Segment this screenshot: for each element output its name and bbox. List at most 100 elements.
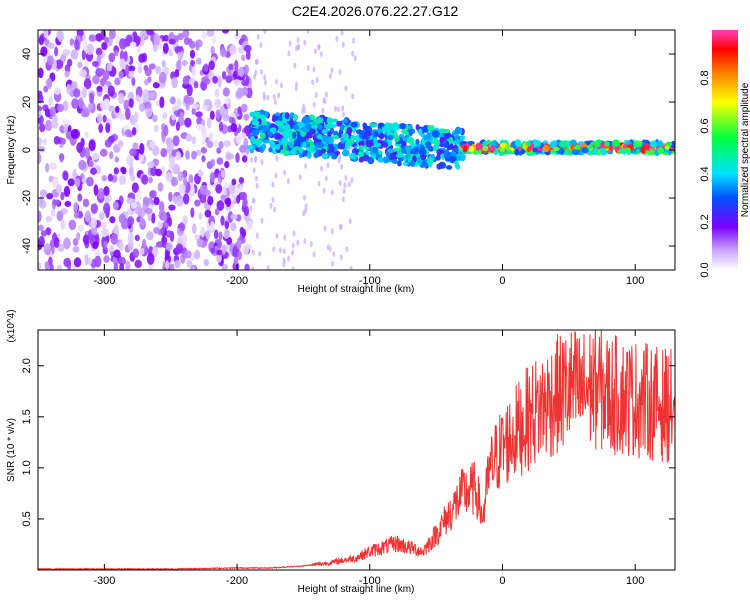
heatmap-cell-noise xyxy=(222,112,230,122)
heatmap-cell-signal xyxy=(559,147,565,156)
heatmap-cell-noise xyxy=(249,156,253,163)
heatmap-cell-noise xyxy=(212,75,218,84)
heatmap-cell-transition xyxy=(421,159,427,167)
heatmap-cell-noise xyxy=(238,177,245,184)
heatmap-cell-noise xyxy=(62,100,69,112)
heatmap-cell-noise xyxy=(92,241,99,250)
heatmap-cell-signal xyxy=(600,142,605,149)
x-tick-label: 100 xyxy=(626,575,644,587)
heatmap-cell-noise xyxy=(74,177,81,188)
heatmap-cell-noise xyxy=(191,107,196,115)
heatmap-cell-noise xyxy=(175,60,182,71)
heatmap-cell-noise xyxy=(38,210,42,223)
heatmap-cell-noise xyxy=(275,233,279,240)
heatmap-cell-noise xyxy=(230,122,238,133)
heatmap-cell-signal xyxy=(665,141,673,147)
heatmap-cell-transition xyxy=(282,149,291,157)
heatmap-cell-noise xyxy=(83,78,92,90)
heatmap-cell-noise xyxy=(126,197,134,205)
heatmap-cell-transition xyxy=(269,127,277,134)
heatmap-cell-noise xyxy=(121,167,127,175)
heatmap-cell-noise xyxy=(192,102,200,110)
heatmap-cell-signal xyxy=(570,144,575,151)
heatmap-cell-noise xyxy=(44,261,50,270)
heatmap-cell-noise xyxy=(57,243,65,253)
heatmap-cell-noise xyxy=(275,78,279,85)
heatmap-cell-noise xyxy=(126,208,133,216)
heatmap-cell-noise xyxy=(279,82,283,89)
heatmap-cell-transition xyxy=(261,125,270,133)
heatmap-cell-transition xyxy=(409,159,415,168)
heatmap-cell-noise xyxy=(161,59,166,68)
heatmap-cell-noise xyxy=(73,211,80,219)
heatmap-cell-noise xyxy=(128,165,134,177)
heatmap-cell-noise xyxy=(109,216,116,224)
heatmap-cell-noise xyxy=(225,197,232,208)
heatmap-cell-noise xyxy=(172,195,178,204)
heatmap-cell-noise xyxy=(138,53,146,63)
heatmap-cell-noise xyxy=(56,103,64,113)
heatmap-cell-noise xyxy=(253,157,257,164)
heatmap-cell-noise xyxy=(191,136,197,145)
heatmap-cell-noise xyxy=(113,224,120,237)
heatmap-cell-noise xyxy=(100,221,107,229)
heatmap-cell-transition xyxy=(314,150,320,158)
heatmap-cell-noise xyxy=(241,155,248,163)
heatmap-cell-transition xyxy=(257,125,263,131)
heatmap-cell-noise xyxy=(340,163,344,170)
heatmap-cell-transition xyxy=(426,132,431,139)
heatmap-cell-noise xyxy=(249,205,253,212)
heatmap-cell-noise xyxy=(46,77,53,90)
heatmap-cell-noise xyxy=(260,217,264,224)
heatmap-cell-transition xyxy=(369,123,378,128)
heatmap-cell-noise xyxy=(38,35,45,46)
heatmap-cell-noise xyxy=(146,231,154,241)
heatmap-cell-noise xyxy=(148,176,153,184)
top-y-axis-label: Frequency (Hz) xyxy=(6,116,17,185)
heatmap-cell-noise xyxy=(96,113,103,124)
heatmap-cell-noise xyxy=(254,69,258,76)
colorbar-label: Normalized spectral amplitude xyxy=(740,82,750,217)
heatmap-cell-noise xyxy=(96,85,103,92)
heatmap-cell-noise xyxy=(183,193,190,205)
heatmap-cell-signal xyxy=(612,139,620,147)
heatmap-cell-transition xyxy=(398,156,404,162)
heatmap-cell-noise xyxy=(132,142,139,150)
heatmap-cell-transition xyxy=(387,148,395,154)
heatmap-cell-noise xyxy=(302,210,306,217)
heatmap-cell-noise xyxy=(153,33,161,46)
heatmap-cell-noise xyxy=(131,182,139,193)
heatmap-cell-noise xyxy=(123,50,128,62)
heatmap-cell-transition xyxy=(327,143,334,149)
heatmap-cell-noise xyxy=(174,46,183,53)
heatmap-cell-signal xyxy=(649,148,655,156)
heatmap-cell-noise xyxy=(62,170,69,181)
heatmap-cell-transition xyxy=(453,147,459,153)
heatmap-cell-noise xyxy=(108,105,115,112)
heatmap-cell-noise xyxy=(82,234,90,245)
heatmap-cell-noise xyxy=(169,157,176,168)
heatmap-cell-noise xyxy=(168,48,173,57)
heatmap-cell-noise xyxy=(191,265,196,270)
bottom-x-ticks: -300 -200 -100 0 100 xyxy=(93,330,644,587)
heatmap-cell-signal xyxy=(526,140,531,147)
heatmap-cell-transition xyxy=(455,155,462,161)
heatmap-cell-noise xyxy=(251,266,255,270)
heatmap-cell-noise xyxy=(225,75,233,84)
heatmap-cell-transition xyxy=(401,129,408,134)
heatmap-cell-noise xyxy=(298,174,302,181)
heatmap-cell-noise xyxy=(315,76,319,83)
heatmap-cell-noise xyxy=(93,184,99,196)
heatmap-cell-noise xyxy=(64,70,70,78)
heatmap-cell-noise xyxy=(239,226,245,235)
heatmap-cell-noise xyxy=(263,30,267,34)
heatmap-cell-noise xyxy=(70,128,79,139)
heatmap-cell-noise xyxy=(103,240,108,249)
heatmap-cell-noise xyxy=(70,81,77,91)
heatmap-cell-noise xyxy=(165,230,173,238)
heatmap-cell-signal xyxy=(533,139,542,148)
heatmap-cell-noise xyxy=(87,102,93,111)
heatmap-cell-noise xyxy=(203,98,212,106)
heatmap-cell-noise xyxy=(56,264,62,270)
heatmap-cell-transition xyxy=(418,128,423,136)
